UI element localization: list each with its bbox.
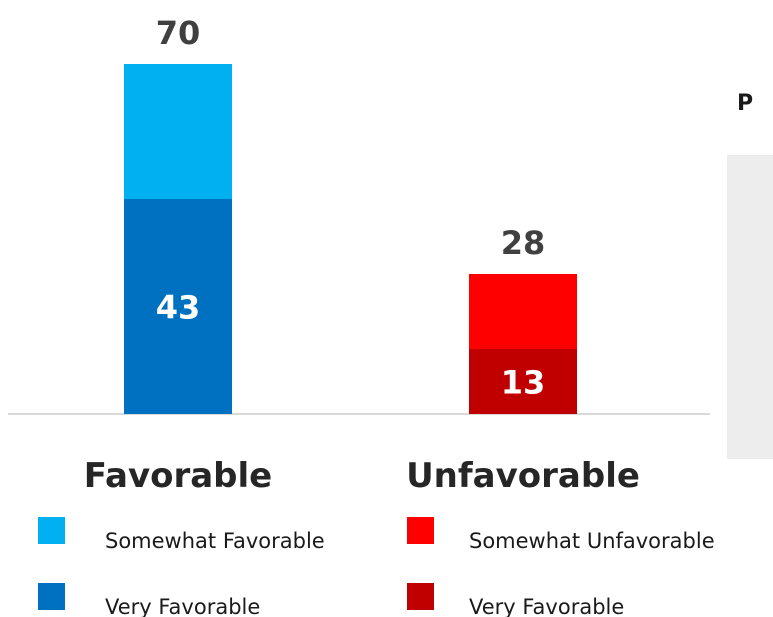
total-label-favorable: 70 <box>156 14 201 52</box>
bar-unfavorable-somewhat <box>469 274 577 349</box>
side-panel-background <box>727 155 773 459</box>
category-label-unfavorable: Unfavorable <box>406 456 640 496</box>
legend-swatch-very-favorable <box>38 583 65 610</box>
legend-label-very-favorable: Very Favorable <box>105 595 260 617</box>
bars-group <box>124 64 577 414</box>
total-label-unfavorable: 28 <box>501 224 546 262</box>
legend: Somewhat Favorable Very Favorable Somewh… <box>38 517 715 617</box>
data-label-very-favorable: 43 <box>156 289 201 327</box>
data-label-very-unfavorable: 13 <box>501 364 546 402</box>
legend-swatch-somewhat-favorable <box>38 517 65 544</box>
legend-label-somewhat-favorable: Somewhat Favorable <box>105 529 325 553</box>
side-panel-title: P <box>737 91 753 116</box>
category-label-favorable: Favorable <box>84 456 272 496</box>
legend-swatch-somewhat-unfavorable <box>407 517 434 544</box>
legend-label-very-unfavorable: Very Favorable <box>469 595 624 617</box>
legend-label-somewhat-unfavorable: Somewhat Unfavorable <box>469 529 715 553</box>
bar-favorable-somewhat <box>124 64 232 199</box>
bar-unfavorable-very <box>469 349 577 414</box>
bar-favorable-very <box>124 199 232 414</box>
legend-swatch-very-unfavorable <box>407 583 434 610</box>
